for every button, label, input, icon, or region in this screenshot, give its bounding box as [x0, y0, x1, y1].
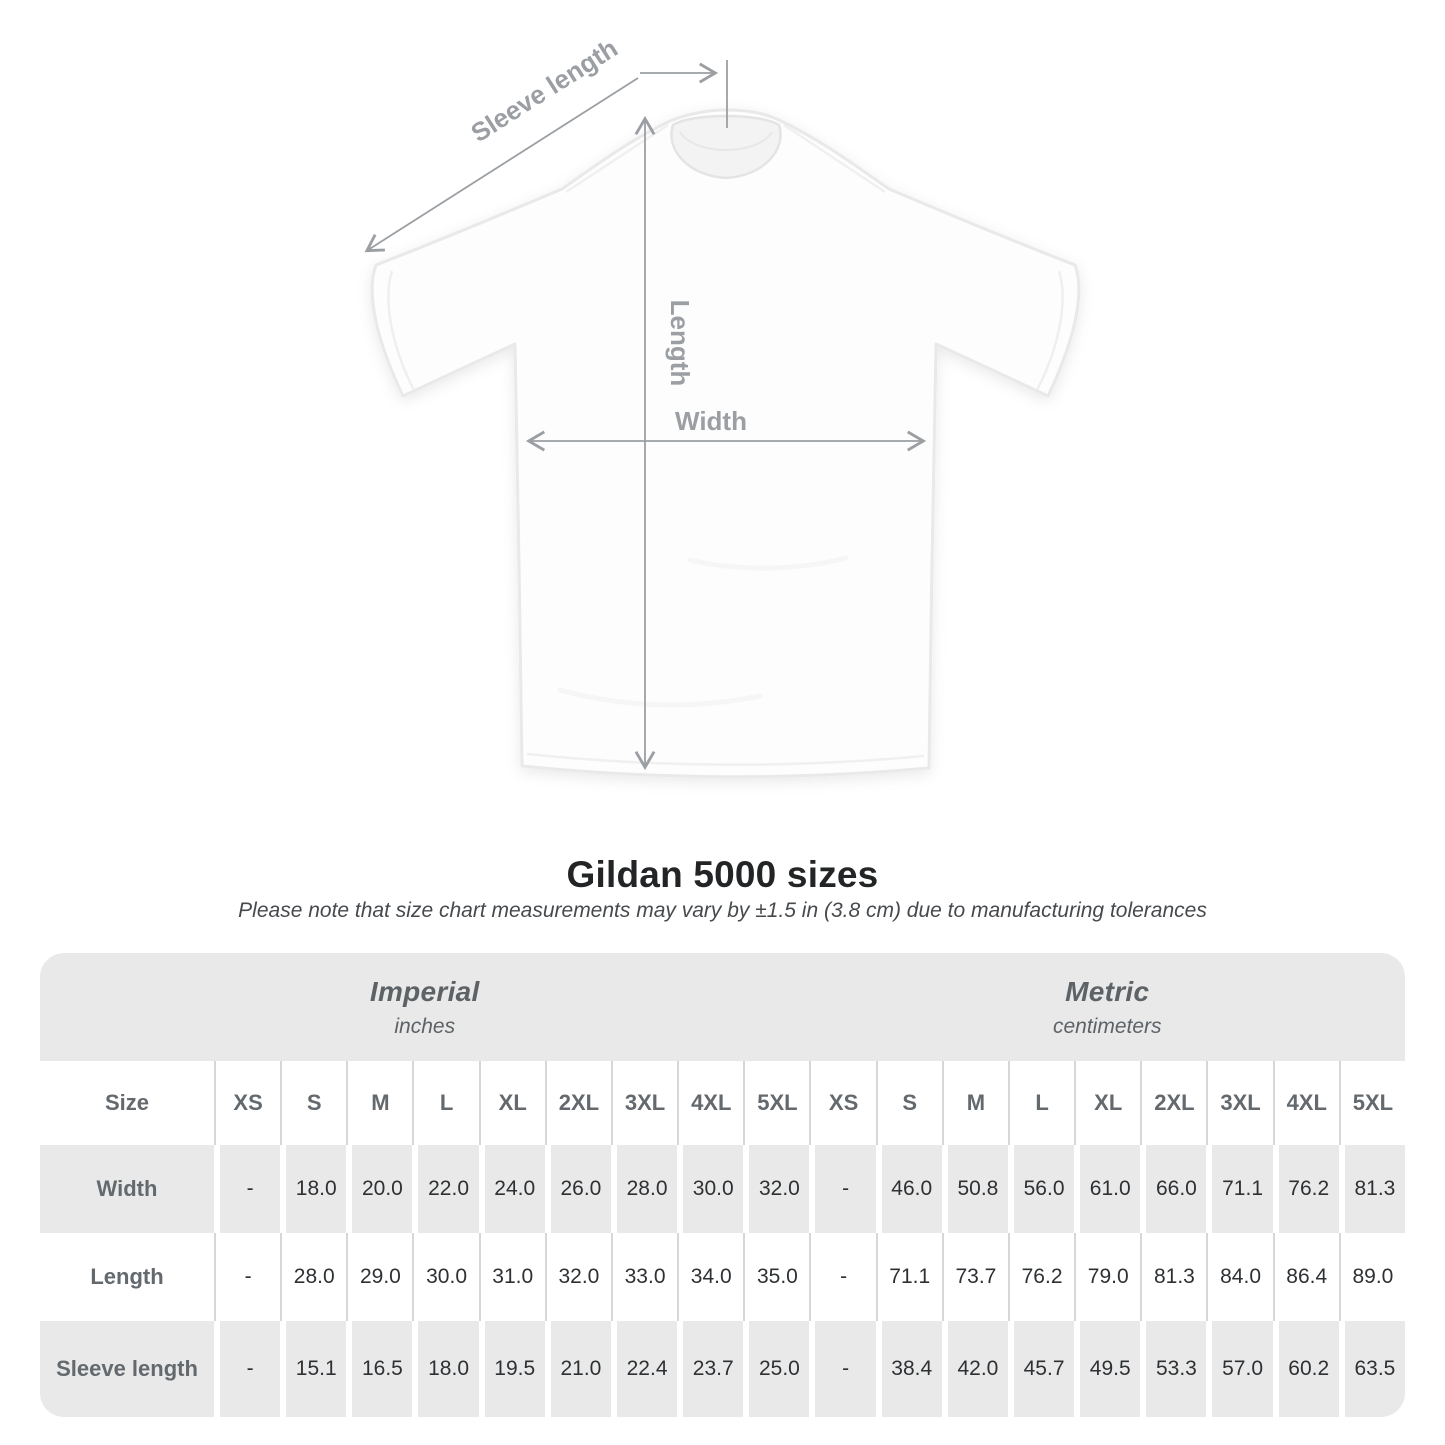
value-cell-metric: 86.4: [1272, 1233, 1339, 1321]
value-cell-metric: 56.0: [1007, 1145, 1074, 1233]
size-col-header-metric-4xl: 4XL: [1272, 1061, 1339, 1145]
value-cell-imperial: 21.0: [544, 1321, 611, 1417]
value-cell-metric: 81.3: [1140, 1233, 1206, 1321]
value-cell-metric: 60.2: [1272, 1321, 1339, 1417]
value-cell-metric: 42.0: [941, 1321, 1008, 1417]
value-cell-imperial: 32.0: [544, 1233, 611, 1321]
value-cell-imperial: 31.0: [478, 1233, 545, 1321]
size-header-row: Size XS S M L XL 2XL 3XL 4XL 5XL XS S M L XL 2XL 3XL 4XL 5…: [40, 1061, 1405, 1145]
sleeve-length-arrow: [364, 60, 728, 253]
value-cell-metric: -: [809, 1321, 875, 1417]
value-cell-imperial: 29.0: [346, 1233, 412, 1321]
size-col-header-metric-m: M: [941, 1061, 1008, 1145]
size-col-header-imperial-m: M: [346, 1061, 412, 1145]
value-cell-metric: 76.2: [1007, 1233, 1074, 1321]
value-cell-imperial: -: [214, 1321, 280, 1417]
size-col-header-metric-xl: XL: [1074, 1061, 1140, 1145]
size-col-header-metric-3xl: 3XL: [1206, 1061, 1272, 1145]
value-cell-imperial: 35.0: [743, 1233, 809, 1321]
value-cell-imperial: -: [214, 1233, 280, 1321]
value-cell-imperial: 22.0: [412, 1145, 478, 1233]
tolerance-note: Please note that size chart measurements…: [238, 899, 1207, 922]
size-col-header-metric-xs: XS: [809, 1061, 875, 1145]
measurement-row-width: Width -18.0 20.0 22.0 24.0 26.0 28.0 30.0 32.0-4…: [40, 1145, 1405, 1233]
value-cell-imperial: 28.0: [280, 1233, 346, 1321]
value-cell-metric: 89.0: [1338, 1233, 1405, 1321]
unit-group-sublabel: inches: [394, 1014, 456, 1038]
measurement-row-sleeve-length: Sleeve length -15.1 16.5 18.0 19.5 21.0 22.4 23…: [40, 1321, 1405, 1417]
value-cell-metric: 57.0: [1206, 1321, 1272, 1417]
length-label: Length: [665, 300, 695, 387]
value-cell-metric: 38.4: [875, 1321, 942, 1417]
size-col-header-metric-2xl: 2XL: [1140, 1061, 1206, 1145]
value-cell-metric: 84.0: [1206, 1233, 1272, 1321]
value-cell-imperial: 15.1: [280, 1321, 346, 1417]
value-cell-metric: 71.1: [1206, 1145, 1272, 1233]
unit-group-label: Metric: [1065, 975, 1150, 1007]
size-col-header-imperial-4xl: 4XL: [677, 1061, 743, 1145]
value-cell-imperial: 18.0: [412, 1321, 478, 1417]
unit-group-imperial: Imperial inches: [40, 953, 810, 1061]
value-cell-imperial: 23.7: [677, 1321, 743, 1417]
unit-group-sublabel: centimeters: [1052, 1014, 1162, 1038]
size-col-header-imperial-xl: XL: [478, 1061, 545, 1145]
value-cell-metric: 76.2: [1272, 1145, 1339, 1233]
size-col-header-metric-5xl: 5XL: [1338, 1061, 1405, 1145]
size-col-header-metric-l: L: [1007, 1061, 1074, 1145]
value-cell-metric: -: [809, 1145, 875, 1233]
value-cell-metric: 50.8: [941, 1145, 1008, 1233]
value-cell-imperial: 28.0: [610, 1145, 677, 1233]
value-cell-imperial: 18.0: [280, 1145, 346, 1233]
size-col-header-imperial-s: S: [280, 1061, 346, 1145]
value-cell-imperial: 22.4: [610, 1321, 677, 1417]
tshirt-graphic: [370, 108, 1081, 779]
size-col-header-imperial-5xl: 5XL: [743, 1061, 809, 1145]
value-cell-imperial: 32.0: [743, 1145, 809, 1233]
value-cell-metric: 79.0: [1074, 1233, 1140, 1321]
row-label: Width: [96, 1176, 158, 1201]
width-label: Width: [675, 406, 747, 436]
value-cell-imperial: -: [214, 1145, 280, 1233]
sleeve-length-label: Sleeve length: [465, 33, 622, 148]
value-cell-metric: 66.0: [1140, 1145, 1206, 1233]
size-corner-header: Size: [104, 1090, 150, 1115]
size-col-header-imperial-xs: XS: [214, 1061, 280, 1145]
value-cell-imperial: 24.0: [478, 1145, 545, 1233]
value-cell-imperial: 19.5: [478, 1321, 545, 1417]
value-cell-metric: 46.0: [875, 1145, 942, 1233]
value-cell-imperial: 26.0: [544, 1145, 611, 1233]
value-cell-metric: 81.3: [1338, 1145, 1405, 1233]
value-cell-metric: 71.1: [875, 1233, 942, 1321]
page-title: Gildan 5000 sizes: [566, 854, 879, 895]
value-cell-imperial: 33.0: [610, 1233, 677, 1321]
size-col-header-imperial-3xl: 3XL: [610, 1061, 677, 1145]
value-cell-imperial: 25.0: [743, 1321, 809, 1417]
units-header-row: Imperial inches Metric centimeters: [40, 953, 1405, 1061]
value-cell-metric: 63.5: [1338, 1321, 1405, 1417]
value-cell-metric: 61.0: [1074, 1145, 1140, 1233]
value-cell-imperial: 30.0: [677, 1145, 743, 1233]
size-col-header-imperial-l: L: [412, 1061, 478, 1145]
value-cell-metric: 49.5: [1074, 1321, 1140, 1417]
value-cell-imperial: 34.0: [677, 1233, 743, 1321]
value-cell-metric: 45.7: [1007, 1321, 1074, 1417]
unit-group-label: Imperial: [369, 975, 480, 1007]
value-cell-imperial: 16.5: [346, 1321, 412, 1417]
row-label: Sleeve length: [56, 1356, 198, 1381]
size-col-header-imperial-2xl: 2XL: [544, 1061, 611, 1145]
value-cell-metric: 73.7: [941, 1233, 1008, 1321]
value-cell-metric: 53.3: [1140, 1321, 1206, 1417]
measurement-row-length: Length -28.0 29.0 30.0 31.0 32.0 33.0 34.0 35.0-…: [40, 1233, 1405, 1321]
unit-group-metric: Metric centimeters: [810, 953, 1406, 1061]
value-cell-metric: -: [809, 1233, 875, 1321]
size-chart-table: Imperial inches Metric centimeters Size XS S M L…: [40, 953, 1405, 1417]
tshirt-diagram: Sleeve length Length Width: [364, 33, 1081, 779]
value-cell-imperial: 30.0: [412, 1233, 478, 1321]
value-cell-imperial: 20.0: [346, 1145, 412, 1233]
size-col-header-metric-s: S: [875, 1061, 942, 1145]
row-label: Length: [90, 1264, 164, 1289]
